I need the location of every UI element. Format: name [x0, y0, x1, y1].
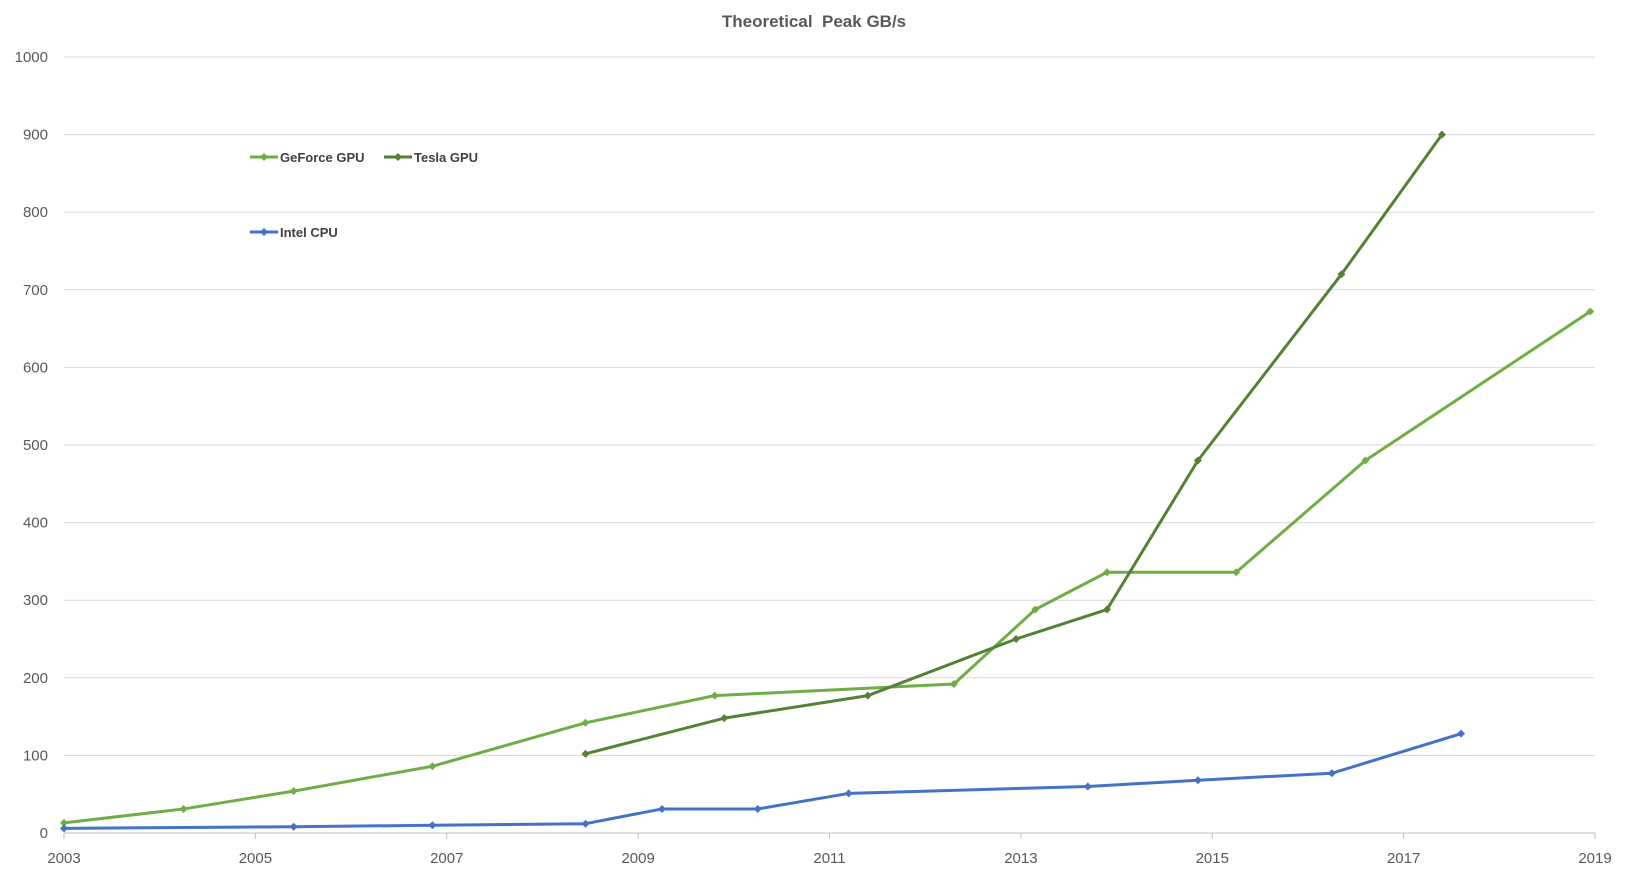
data-point-intel-cpu	[1457, 729, 1466, 738]
data-point-intel-cpu	[753, 804, 762, 813]
data-point-geforce-gpu	[949, 680, 958, 689]
data-point-geforce-gpu	[1232, 568, 1241, 577]
data-point-tesla-gpu	[581, 749, 590, 758]
data-point-intel-cpu	[1327, 769, 1336, 778]
data-point-geforce-gpu	[428, 762, 437, 771]
y-tick-label: 1000	[15, 49, 48, 66]
legend-item-tesla-gpu: Tesla GPU	[384, 150, 478, 165]
legend-label: Tesla GPU	[414, 150, 478, 165]
legend-label: Intel CPU	[280, 225, 338, 240]
data-point-tesla-gpu	[1437, 130, 1446, 139]
series-line-geforce-gpu	[62, 310, 1592, 825]
legend-item-geforce-gpu: GeForce GPU	[250, 150, 365, 165]
y-tick-label: 800	[23, 204, 48, 221]
x-tick-label: 2009	[621, 850, 654, 867]
chart-title: Theoretical Peak GB/s	[721, 12, 907, 31]
data-point-tesla-gpu	[1012, 635, 1021, 643]
gridlines	[64, 56, 1595, 756]
legend-marker	[260, 153, 268, 161]
series-line-intel-cpu	[62, 732, 1463, 830]
data-point-intel-cpu	[658, 804, 667, 813]
data-point-geforce-gpu	[581, 718, 590, 727]
x-tick-label: 2005	[239, 850, 272, 867]
legend-label: GeForce GPU	[280, 150, 365, 165]
data-point-intel-cpu	[60, 824, 68, 833]
x-tick-label: 2011	[813, 850, 845, 867]
data-point-intel-cpu	[289, 822, 298, 831]
y-tick-label: 300	[23, 592, 48, 609]
legend: GeForce GPU Tesla GPU Intel CPU	[250, 150, 478, 240]
data-point-tesla-gpu	[863, 691, 872, 700]
x-tick-label: 2003	[47, 850, 80, 867]
y-tick-label: 700	[23, 282, 48, 299]
x-tick-label: 2017	[1387, 850, 1420, 867]
legend-marker	[394, 153, 402, 161]
data-point-geforce-gpu	[179, 804, 188, 813]
x-tick-label: 2007	[430, 850, 463, 867]
x-tick-label: 2019	[1578, 850, 1611, 867]
series-lines	[60, 130, 1595, 833]
data-point-geforce-gpu	[1361, 456, 1370, 465]
tick-labels: 0 100 200 300 400 500 600 700 800 900 1000 2003 2005…	[15, 49, 1612, 867]
data-point-tesla-gpu	[720, 714, 729, 723]
y-tick-label: 200	[23, 670, 48, 687]
axes	[63, 832, 1596, 839]
y-tick-label: 500	[23, 437, 48, 454]
x-tick-label: 2013	[1004, 850, 1037, 867]
legend-marker	[260, 228, 268, 236]
data-point-geforce-gpu	[60, 818, 68, 827]
data-point-intel-cpu	[1083, 782, 1092, 791]
x-tick-label: 2015	[1196, 850, 1229, 867]
data-point-intel-cpu	[844, 789, 853, 798]
y-tick-label: 100	[23, 747, 48, 764]
y-tick-label: 900	[23, 127, 48, 144]
data-point-tesla-gpu	[1102, 605, 1111, 614]
data-point-geforce-gpu	[710, 691, 719, 700]
data-point-geforce-gpu	[1031, 605, 1040, 614]
data-point-intel-cpu	[1193, 776, 1202, 785]
data-point-geforce-gpu	[1102, 568, 1111, 577]
data-point-geforce-gpu	[289, 787, 298, 796]
series-line-tesla-gpu	[583, 133, 1444, 756]
data-point-tesla-gpu	[1337, 270, 1346, 279]
data-point-intel-cpu	[428, 821, 437, 830]
data-point-intel-cpu	[581, 819, 590, 828]
legend-item-intel-cpu: Intel CPU	[250, 225, 338, 240]
y-tick-label: 400	[23, 515, 48, 532]
data-point-geforce-gpu	[1586, 307, 1595, 316]
data-point-tesla-gpu	[1193, 456, 1202, 465]
y-tick-label: 600	[23, 359, 48, 376]
y-tick-label: 0	[40, 825, 48, 842]
